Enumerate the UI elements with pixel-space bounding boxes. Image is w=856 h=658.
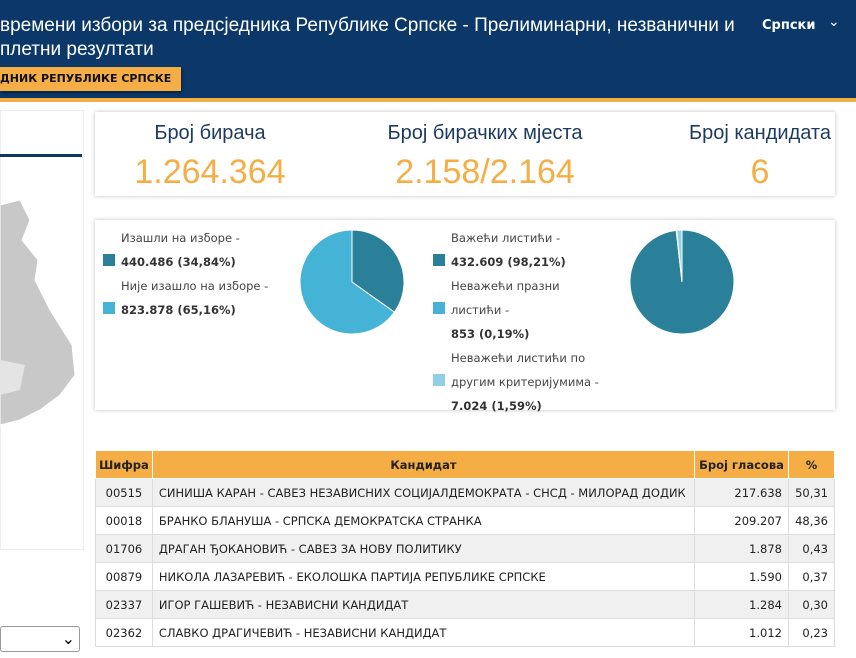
page-title: времени избори за предсједника Републике… [0, 14, 735, 62]
cell: БРАНКО БЛАНУША - СРПСКА ДЕМОКРАТСКА СТРА… [151, 506, 695, 535]
column-header: % [787, 450, 836, 479]
cell: 0,23 [787, 618, 836, 647]
caret[interactable]: ⌄ [828, 14, 840, 30]
legend-label: Неважећи празни листићи - [451, 279, 560, 317]
legend-item: Неважећи листићи по другим критеријумима… [433, 346, 613, 418]
cell: ИГОР ГАШЕВИЋ - НЕЗАВИСНИ КАНДИДАТ [151, 590, 695, 619]
stat-label: Број кандидата [689, 122, 831, 144]
legend-swatch [103, 302, 115, 314]
table-row: 00515 СИНИША КАРАН - САВЕЗ НЕЗАВИСНИХ СОЦ… [95, 478, 836, 507]
cell: 0,37 [787, 562, 836, 591]
legend-swatch [433, 254, 445, 266]
legend: Важећи листићи - 432.609 (98,21%) Неважећи… [433, 226, 613, 418]
stat-value: 2.158/2.164 [395, 153, 575, 191]
stat-label: Број бирача [154, 122, 266, 144]
legend-label: Неважећи листићи по другим критеријумима… [451, 351, 599, 389]
legend-item: Важећи листићи - 432.609 (98,21%) [433, 226, 613, 274]
stat-label: Број бирачких мјеста [387, 122, 583, 144]
legend-swatch [103, 254, 115, 266]
stat: Број кандидата 6 [640, 122, 856, 192]
cell: 02337 [95, 590, 153, 619]
cell: 00018 [95, 506, 153, 535]
results-table: Шифра Кандидат Број гласова% 00515 СИНИША КА… [95, 450, 836, 647]
cell: 0,30 [787, 590, 836, 619]
legend-swatch [433, 302, 445, 314]
map-panel [0, 110, 84, 550]
legend-value: 440.486 (34,84%) [121, 255, 236, 269]
table-row: 00879 НИКОЛА ЛАЗАРЕВИЋ - ЕКОЛОШКА ПАРТИЈА… [95, 562, 836, 591]
stats-card: Број бирача 1.264.364 Број бирачких мјеста… [95, 112, 835, 196]
header: времени избори за предсједника Републике… [0, 0, 856, 102]
legend-value: 823.878 (65,16%) [121, 303, 236, 317]
legend-item: Није изашло на изборе - 823.878 (65,16%) [103, 274, 273, 322]
pie-slice [629, 229, 735, 335]
map-region[interactable] [0, 360, 25, 395]
cell: 00515 [95, 478, 153, 507]
legend-item: Изашли на изборе - 440.486 (34,84%) [103, 226, 273, 274]
stat-value: 6 [750, 153, 770, 191]
pie-slice [299, 229, 396, 335]
language-select[interactable]: Српски [762, 18, 816, 33]
legend: Изашли на изборе - 440.486 (34,84%) Није и… [103, 226, 273, 322]
title-line: времени избори за предсједника Републике… [0, 15, 735, 36]
select[interactable]: ⌄ [0, 626, 80, 652]
column-header: Кандидат [151, 450, 695, 479]
cell: СЛАВКО ДРАГИЧЕВИЋ - НЕЗАВИСНИ КАНДИДАТ [151, 618, 695, 647]
cell: 217.638 [693, 478, 789, 507]
table-row: 02362 СЛАВКО ДРАГИЧЕВИЋ - НЕЗАВИСНИ КАНДИ… [95, 618, 836, 647]
charts-card: Изашли на изборе - 440.486 (34,84%) Није и… [95, 220, 835, 413]
legend-value: 7.024 (1,59%) [451, 399, 542, 413]
cell: 50,31 [787, 478, 836, 507]
legend-value: 853 (0,19%) [451, 327, 530, 341]
table-row: 02337 ИГОР ГАШЕВИЋ - НЕЗАВИСНИ КАНДИДАТ 1.… [95, 590, 836, 619]
cell: 1.012 [693, 618, 789, 647]
cell: 01706 [95, 534, 153, 563]
legend-value: 432.609 (98,21%) [451, 255, 566, 269]
stat: Број бирачких мјеста 2.158/2.164 [365, 122, 605, 192]
panel-rule [0, 154, 82, 157]
cell: 0,43 [787, 534, 836, 563]
cell: СИНИША КАРАН - САВЕЗ НЕЗАВИСНИХ СОЦИЈАЛД… [151, 478, 695, 507]
cell: 1.284 [693, 590, 789, 619]
tab[interactable]: ДНИК РЕПУБЛИКЕ СРПСКЕ [0, 67, 182, 91]
cell: НИКОЛА ЛАЗАРЕВИЋ - ЕКОЛОШКА ПАРТИЈА РЕПУ… [151, 562, 695, 591]
pie-slice [351, 229, 405, 313]
stat: Број бирача 1.264.364 [90, 122, 330, 192]
cell: 48,36 [787, 506, 836, 535]
legend-swatch [433, 374, 445, 386]
pie-slice [676, 229, 683, 283]
cell: 02362 [95, 618, 153, 647]
cell: 1.590 [693, 562, 789, 591]
column-header: Шифра [95, 450, 153, 479]
title-line: плетни резултати [0, 39, 154, 60]
legend-item: Неважећи празни листићи - 853 (0,19%) [433, 274, 613, 346]
pies [299, 229, 735, 335]
table-row: 00018 БРАНКО БЛАНУША - СРПСКА ДЕМОКРАТСКА… [95, 506, 836, 535]
cell: ДРАГАН ЂОКАНОВИЋ - САВЕЗ ЗА НОВУ ПОЛИТИК… [151, 534, 695, 563]
column-header: Број гласова [693, 450, 789, 479]
legend-label: Није изашло на изборе - [121, 279, 269, 293]
cell: 1.878 [693, 534, 789, 563]
cell: 00879 [95, 562, 153, 591]
cell: 209.207 [693, 506, 789, 535]
legend-label: Изашли на изборе - [121, 231, 240, 245]
stat-value: 1.264.364 [134, 153, 286, 191]
table-row: 01706 ДРАГАН ЂОКАНОВИЋ - САВЕЗ ЗА НОВУ ПО… [95, 534, 836, 563]
legend-label: Важећи листићи - [451, 231, 561, 245]
